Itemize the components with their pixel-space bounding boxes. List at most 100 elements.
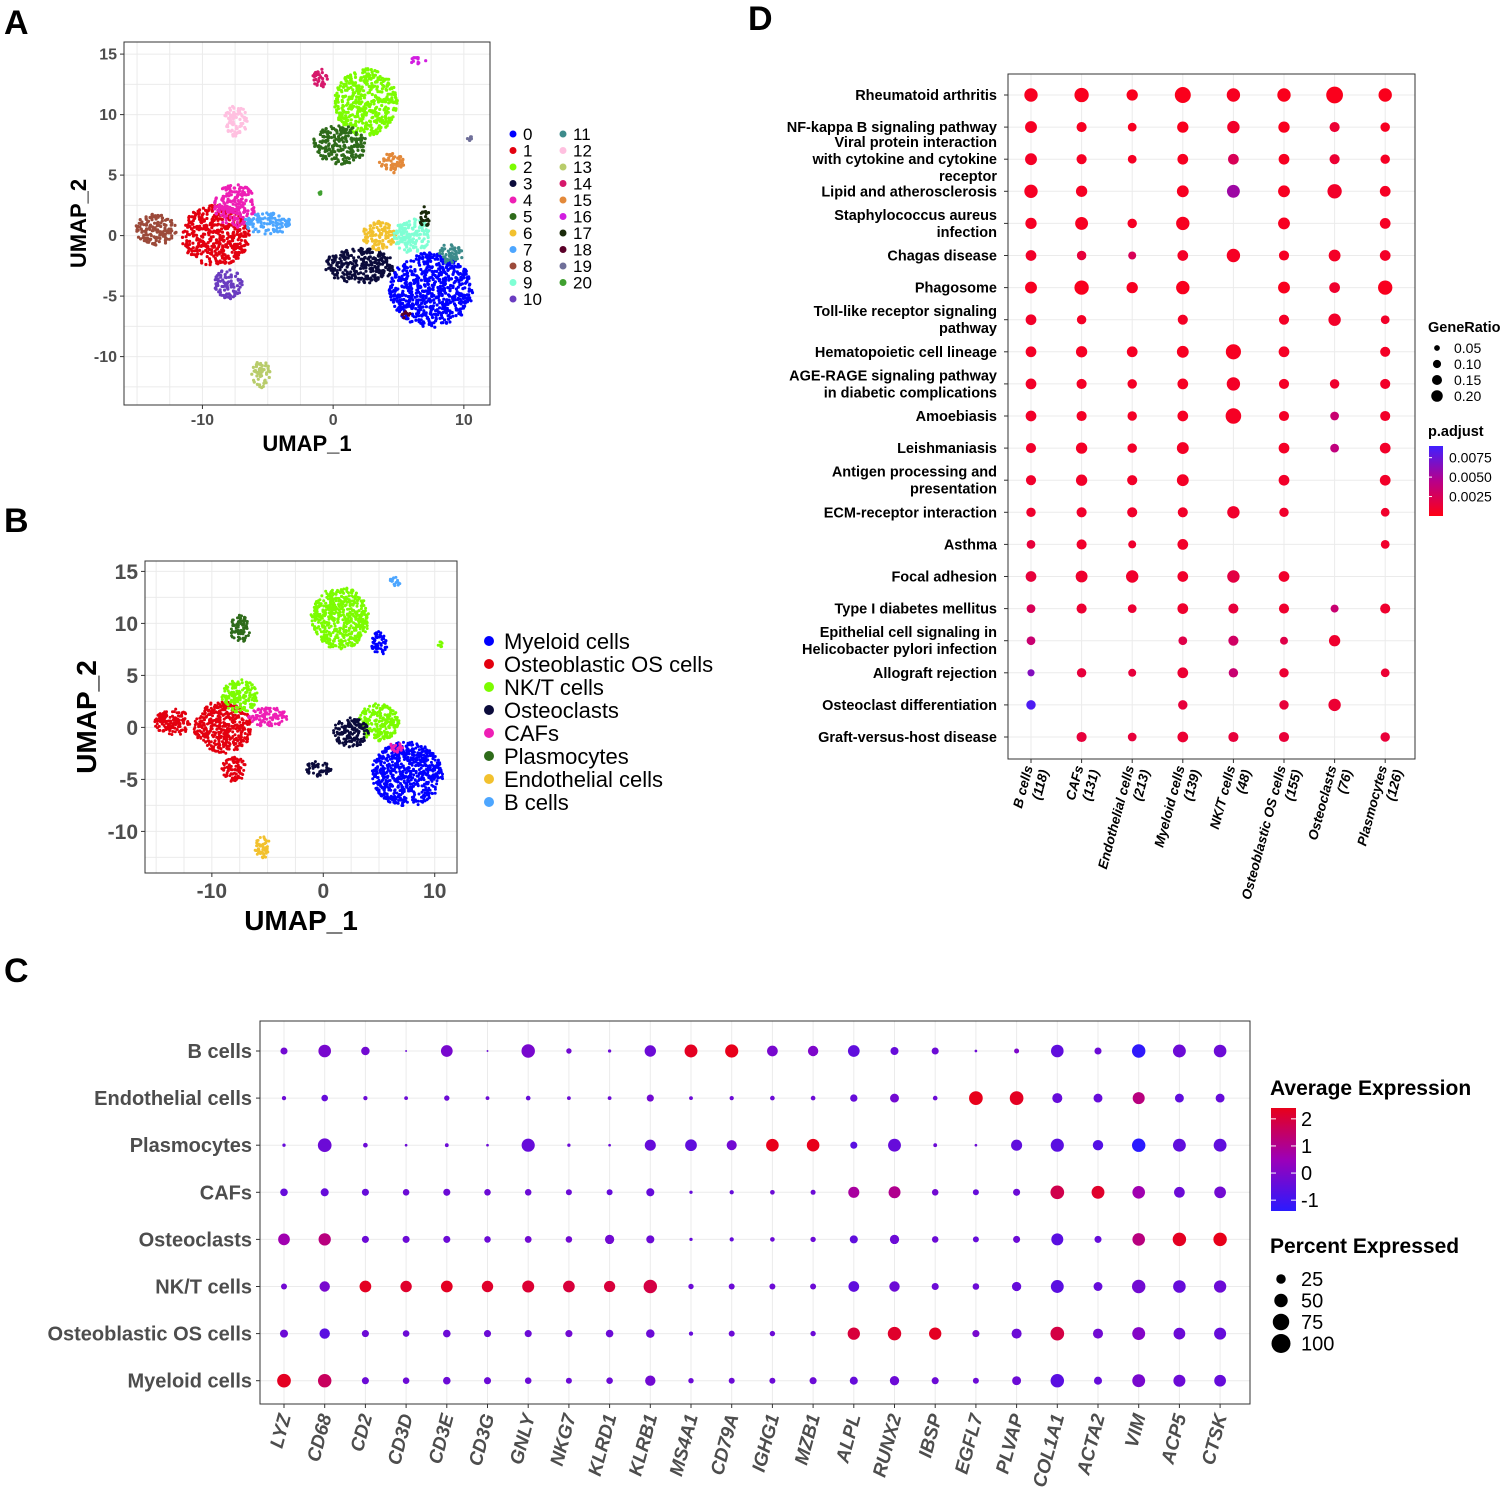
cell-point-0 (455, 265, 459, 269)
cell-point-15 (389, 163, 393, 167)
cell-point-4 (247, 188, 251, 192)
cell-point-4 (231, 208, 235, 212)
cell-point-2 (384, 100, 388, 104)
cell-point-1 (205, 255, 209, 259)
cell-point-1 (195, 249, 199, 253)
cell-point-9 (408, 235, 412, 239)
cell-point-9 (420, 227, 424, 231)
cell-point-3 (354, 259, 358, 263)
cell-point-0 (459, 307, 463, 311)
cell-point-0 (417, 314, 421, 318)
cell-point-8 (146, 219, 151, 223)
cell-point-0 (411, 303, 416, 307)
cell-point-2 (384, 97, 388, 101)
cell-point-myeloid-cells (387, 788, 391, 792)
cell-point-4 (216, 208, 220, 212)
cell-point-myeloid-cells (374, 768, 377, 772)
cell-point-3 (388, 264, 392, 268)
cell-point-4 (236, 192, 240, 197)
cell-point-myeloid-cells (416, 784, 420, 788)
cell-point-0 (411, 298, 415, 302)
cell-point-15 (401, 157, 405, 161)
cell-point-12 (237, 110, 242, 114)
cell-point-3 (350, 273, 354, 277)
cell-point-3 (369, 278, 373, 282)
cell-point-myeloid-cells (410, 761, 414, 765)
cell-point-osteoblastic-os-cells (217, 734, 221, 738)
cell-point-3 (365, 251, 369, 255)
cell-point-0 (425, 262, 429, 266)
cell-point-19 (465, 137, 470, 141)
cell-point-0 (451, 299, 455, 303)
cell-point-osteoblastic-os-cells (204, 733, 208, 737)
cell-point-myeloid-cells (381, 774, 385, 778)
cell-point-osteoblastic-os-cells (238, 720, 242, 724)
panel-label-c: C (4, 952, 29, 990)
cell-point-myeloid-cells (374, 647, 378, 650)
cell-point-osteoblastic-os-cells (184, 712, 188, 716)
cell-point-8 (139, 222, 143, 226)
cell-point-9 (408, 239, 413, 244)
cell-point-7 (257, 214, 261, 218)
cell-point-osteoblastic-os-cells (245, 719, 249, 723)
cell-point-1 (197, 228, 201, 232)
cell-point-8 (159, 213, 164, 217)
cell-point-6 (391, 240, 395, 244)
cell-point-osteoblastic-os-cells (243, 712, 247, 716)
cell-point-0 (415, 294, 419, 298)
legend-label-cluster-4: 4 (523, 191, 532, 210)
cell-point-myeloid-cells (393, 764, 397, 768)
cell-point-0 (405, 305, 410, 309)
cell-point-13 (265, 371, 269, 375)
cell-point-myeloid-cells (402, 788, 406, 792)
cell-point-5 (330, 157, 334, 161)
cell-point-myeloid-cells (380, 760, 383, 764)
cell-point-3 (385, 263, 390, 267)
cell-point-0 (408, 304, 412, 308)
cell-point-12 (245, 119, 249, 123)
cell-point-0 (463, 281, 468, 285)
cell-point-4 (225, 200, 230, 204)
cell-point-osteoblastic-os-cells (241, 721, 245, 725)
cell-point-myeloid-cells (397, 775, 401, 779)
cell-point-3 (343, 257, 347, 261)
cell-point-myeloid-cells (395, 791, 399, 795)
cell-point-1 (201, 235, 205, 239)
cell-point-1 (221, 235, 225, 239)
cell-point-osteoblastic-os-cells (200, 724, 204, 728)
cell-point-myeloid-cells (437, 776, 441, 780)
cell-point-5 (321, 157, 325, 161)
cell-point-4 (220, 207, 224, 211)
cell-point-17 (424, 212, 428, 216)
cell-point-0 (457, 280, 461, 284)
cell-point-myeloid-cells (390, 795, 394, 799)
legend-key-cluster-6 (509, 229, 517, 237)
cell-point-4 (239, 215, 243, 219)
cell-point-osteoblastic-os-cells (203, 718, 206, 722)
cell-point-0 (414, 257, 418, 261)
cell-point-myeloid-cells (399, 765, 403, 769)
cell-point-myeloid-cells (401, 769, 405, 773)
cell-point-myeloid-cells (375, 650, 379, 654)
cell-point-17 (427, 219, 431, 223)
cell-point-1 (223, 253, 227, 257)
cell-point-3 (381, 273, 385, 277)
cell-point-16 (410, 57, 414, 61)
cell-point-myeloid-cells (397, 753, 401, 757)
cell-point-2 (348, 122, 352, 126)
cell-point-1 (230, 237, 234, 241)
cell-point-2 (344, 78, 348, 83)
cell-point-11 (450, 244, 454, 248)
cell-point-2 (380, 99, 384, 103)
cell-point-0 (431, 277, 435, 281)
cell-point-osteoblastic-os-cells (224, 751, 228, 755)
cell-point-5 (352, 144, 356, 148)
cell-point-4 (235, 220, 239, 224)
legend-label-cluster-16: 16 (573, 208, 592, 227)
cell-point-osteoblastic-os-cells (199, 736, 203, 740)
cell-point-osteoblastic-os-cells (231, 730, 235, 734)
cell-point-osteoblastic-os-cells (155, 717, 158, 721)
cell-point-15 (392, 171, 396, 175)
cell-point-myeloid-cells (374, 634, 378, 638)
cell-point-osteoblastic-os-cells (208, 747, 212, 751)
